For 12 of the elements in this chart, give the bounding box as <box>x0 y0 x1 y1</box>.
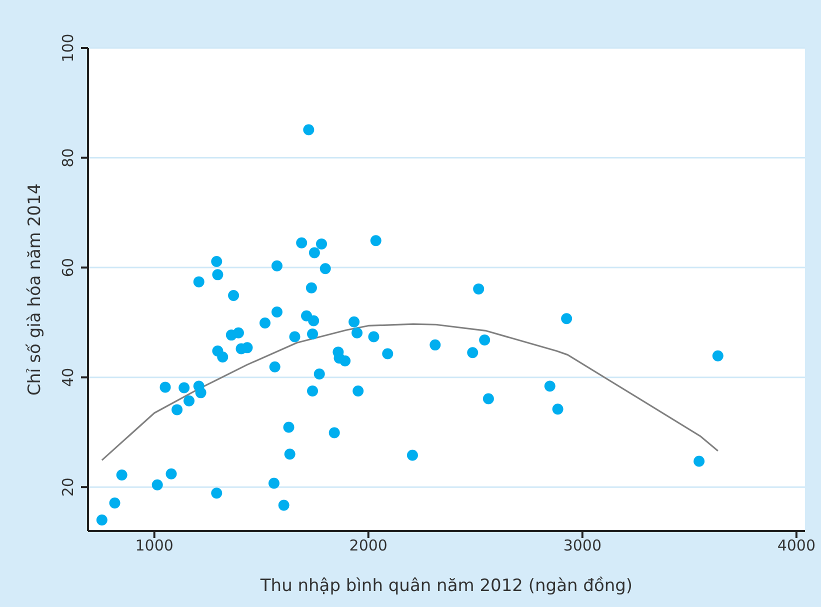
y-tick-label: 60 <box>59 258 77 278</box>
y-tick-label: 20 <box>59 478 77 497</box>
y-tick-label: 80 <box>59 148 77 168</box>
x-tick-label: 4000 <box>777 536 816 555</box>
x-axis-title: Thu nhập bình quân năm 2012 (ngàn đồng) <box>259 576 633 596</box>
y-tick-label: 40 <box>59 368 77 387</box>
line-series <box>101 323 719 461</box>
y-tick-label: 100 <box>59 34 77 62</box>
x-tick-label: 1000 <box>135 536 174 555</box>
y-axis-title: Chỉ số già hóa năm 2014 <box>25 183 46 396</box>
x-tick-label: 3000 <box>563 536 602 555</box>
x-tick-label: 2000 <box>349 536 388 555</box>
